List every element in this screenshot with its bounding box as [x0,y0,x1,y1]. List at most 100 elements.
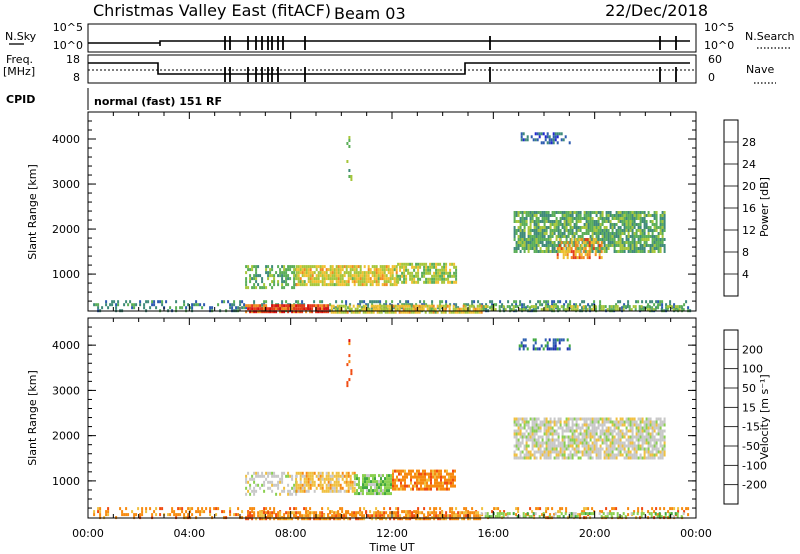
heatmap-cell [521,241,524,244]
heatmap-cell [323,517,326,521]
heatmap-cell [446,487,448,491]
heatmap-cell [597,438,600,442]
heatmap-cell [548,347,551,351]
heatmap-cell [639,235,642,238]
heatmap-cell [486,305,489,309]
heatmap-cell [605,438,608,442]
heatmap-cell [655,447,658,451]
heatmap-cell [283,286,286,290]
heatmap-cell [631,226,634,229]
heatmap-cell [386,474,388,478]
heatmap-cell [395,265,398,269]
heatmap-cell [251,489,254,493]
heatmap-cell [315,274,318,278]
heatmap-cell [432,304,435,308]
heatmap-cell [398,478,400,482]
heatmap-cell [611,241,614,244]
heatmap-cell [388,307,391,311]
heatmap-cell [439,517,442,521]
heatmap-cell [525,435,528,439]
heatmap-cell [570,256,573,260]
heatmap-cell [567,211,570,214]
heatmap-cell [657,432,660,436]
heatmap-cell [584,241,587,245]
heatmap-cell [439,511,442,515]
heatmap-cell [655,453,658,457]
heatmap-cell [581,441,584,445]
heatmap-cell [378,483,380,487]
heatmap-cell [382,474,384,478]
heatmap-cell [399,274,402,278]
heatmap-cell [389,511,392,515]
heatmap-cell [649,300,652,304]
heatmap-cell [422,307,425,311]
heatmap-cell [508,305,511,309]
heatmap-cell [601,247,604,250]
heatmap-cell [623,241,626,244]
heatmap-cell [273,304,276,308]
heatmap-cell [381,277,384,281]
heatmap-cell [404,307,407,311]
heatmap-cell [569,229,572,232]
heatmap-cell [633,217,636,220]
heatmap-cell [591,450,594,454]
heatmap-cell [333,511,336,515]
heatmap-cell [297,271,300,275]
heatmap-cell [410,475,412,479]
heatmap-cell [653,244,656,247]
heatmap-cell [523,211,526,214]
heatmap-cell [449,510,452,514]
heatmap-cell [493,303,496,307]
heatmap-cell [521,247,524,250]
heatmap-cell [271,286,274,290]
heatmap-cell [570,305,573,309]
heatmap-cell [424,484,426,488]
heatmap-cell [185,510,188,514]
heatmap-cell [623,232,626,235]
heatmap-cell [605,238,608,241]
heatmap-cell [117,303,120,307]
heatmap-cell [529,450,532,454]
heatmap-cell [581,444,584,448]
heatmap-cell [627,456,630,460]
heatmap-cell [141,510,144,514]
heatmap-cell [579,429,582,433]
heatmap-cell [449,514,452,518]
heatmap-cell [495,507,498,511]
heatmap-cell [295,277,298,281]
heatmap-cell [423,274,426,278]
heatmap-cell [351,265,354,269]
heatmap-cell [513,214,516,217]
heatmap-cell [613,420,616,424]
heatmap-cell [441,274,444,278]
heatmap-cell [623,247,626,250]
heatmap-cell [641,420,644,424]
heatmap-cell [623,447,626,451]
heatmap-cell [557,300,560,304]
heatmap-cell [559,447,562,451]
heatmap-cell [557,229,560,232]
heatmap-cell [416,487,418,491]
colorbar-tick-label: 15 [742,401,756,414]
heatmap-cell [271,304,274,308]
heatmap-cell [351,480,354,484]
heatmap-cell [617,450,620,454]
heatmap-cell [629,235,632,238]
heatmap-cell [627,417,630,421]
y-tick-label: 2000 [52,223,80,236]
heatmap-cell [249,277,252,281]
heatmap-cell [647,453,650,457]
heatmap-cell [615,244,618,247]
heatmap-cell [420,487,422,491]
heatmap-cell [659,441,662,445]
heatmap-cell [557,417,560,421]
heatmap-cell [628,308,631,312]
heatmap-cell [560,512,563,516]
heatmap-cell [593,211,596,214]
heatmap-cell [352,304,355,308]
heatmap-cell [535,247,538,250]
heatmap-cell [598,308,601,312]
heatmap-cell [549,456,552,460]
heatmap-cell [593,300,596,304]
heatmap-cell [183,300,186,304]
